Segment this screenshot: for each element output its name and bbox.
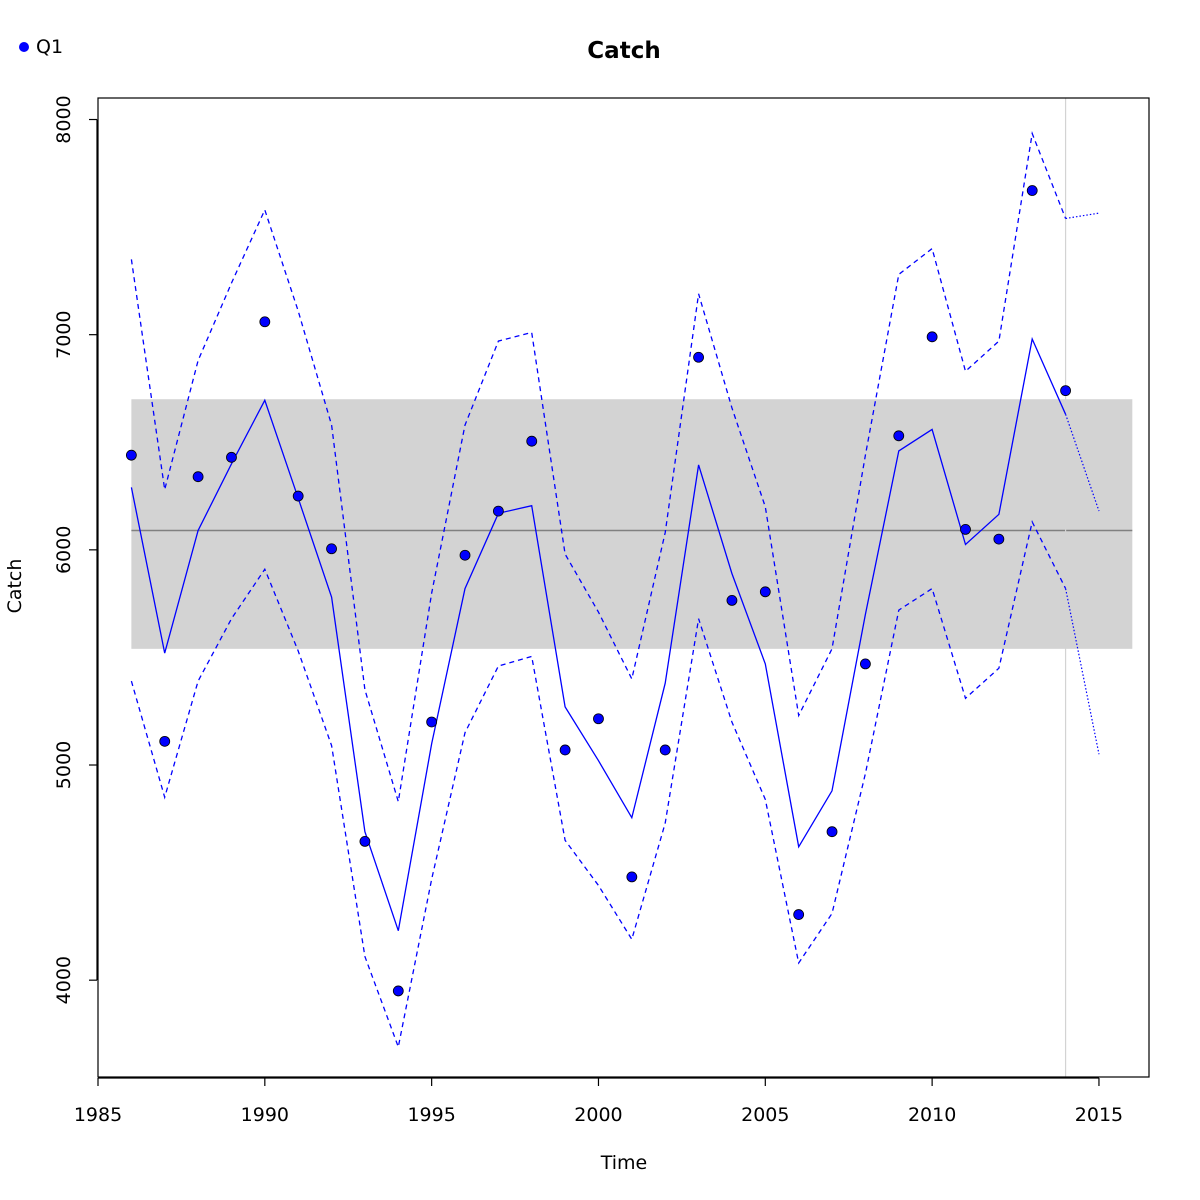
data-point (693, 351, 704, 363)
y-tick-label: 4000 (53, 956, 75, 1004)
data-point (392, 985, 404, 997)
data-point (626, 871, 638, 883)
data-point (559, 744, 571, 756)
data-point (492, 505, 504, 517)
x-tick-label: 2015 (1075, 1104, 1123, 1126)
data-point (960, 524, 971, 535)
y-tick-label: 6000 (53, 526, 75, 574)
x-tick-label: 2010 (908, 1104, 956, 1126)
upper-bound-line (130, 131, 1067, 802)
data-point (793, 909, 805, 920)
x-tick-label: 1995 (407, 1104, 455, 1126)
data-point (659, 744, 671, 756)
legend-label-q1: Q1 (36, 36, 63, 58)
data-point (426, 716, 438, 728)
y-tick-label: 5000 (53, 741, 75, 789)
data-point (226, 451, 237, 463)
forecast-fitted-line (1065, 414, 1100, 512)
data-point (593, 713, 604, 725)
x-tick-label: 1990 (241, 1104, 289, 1126)
data-point (993, 533, 1005, 545)
axes-layer: 1985 1990 1995 2000 2005 2010 2015 4000 5000 6000… (53, 95, 1123, 1126)
data-point (1026, 185, 1038, 196)
data-point (826, 826, 838, 838)
data-point (125, 449, 137, 461)
data-point (893, 430, 905, 442)
fitted-line (130, 336, 1067, 931)
y-tick-label: 8000 (53, 95, 75, 143)
x-tick-label: 2000 (574, 1104, 622, 1126)
data-point (926, 331, 938, 343)
x-axis-title: Time (600, 1152, 648, 1174)
data-point (859, 658, 871, 670)
data-point (459, 549, 471, 561)
data-point (326, 543, 337, 555)
chart-title: Catch (587, 38, 660, 64)
y-axis-title: Catch (4, 559, 26, 614)
data-point (726, 595, 738, 606)
x-tick-label: 1985 (74, 1104, 122, 1126)
forecast-lower-line (1065, 588, 1100, 755)
data-point (759, 586, 771, 598)
legend: Q1 (19, 36, 63, 58)
data-point (259, 316, 271, 328)
data-point (359, 835, 371, 847)
data-point (159, 735, 171, 747)
y-tick-label: 7000 (53, 311, 75, 359)
legend-marker-q1 (19, 42, 29, 52)
lines-layer (130, 131, 1100, 1050)
points-layer (125, 185, 1071, 997)
x-tick-label: 2005 (741, 1104, 789, 1126)
plot-frame (97, 97, 1150, 1078)
data-point (526, 435, 538, 447)
data-point (192, 471, 204, 483)
data-point (292, 490, 304, 502)
forecast-upper-line (1065, 212, 1100, 220)
data-point (1060, 385, 1071, 397)
